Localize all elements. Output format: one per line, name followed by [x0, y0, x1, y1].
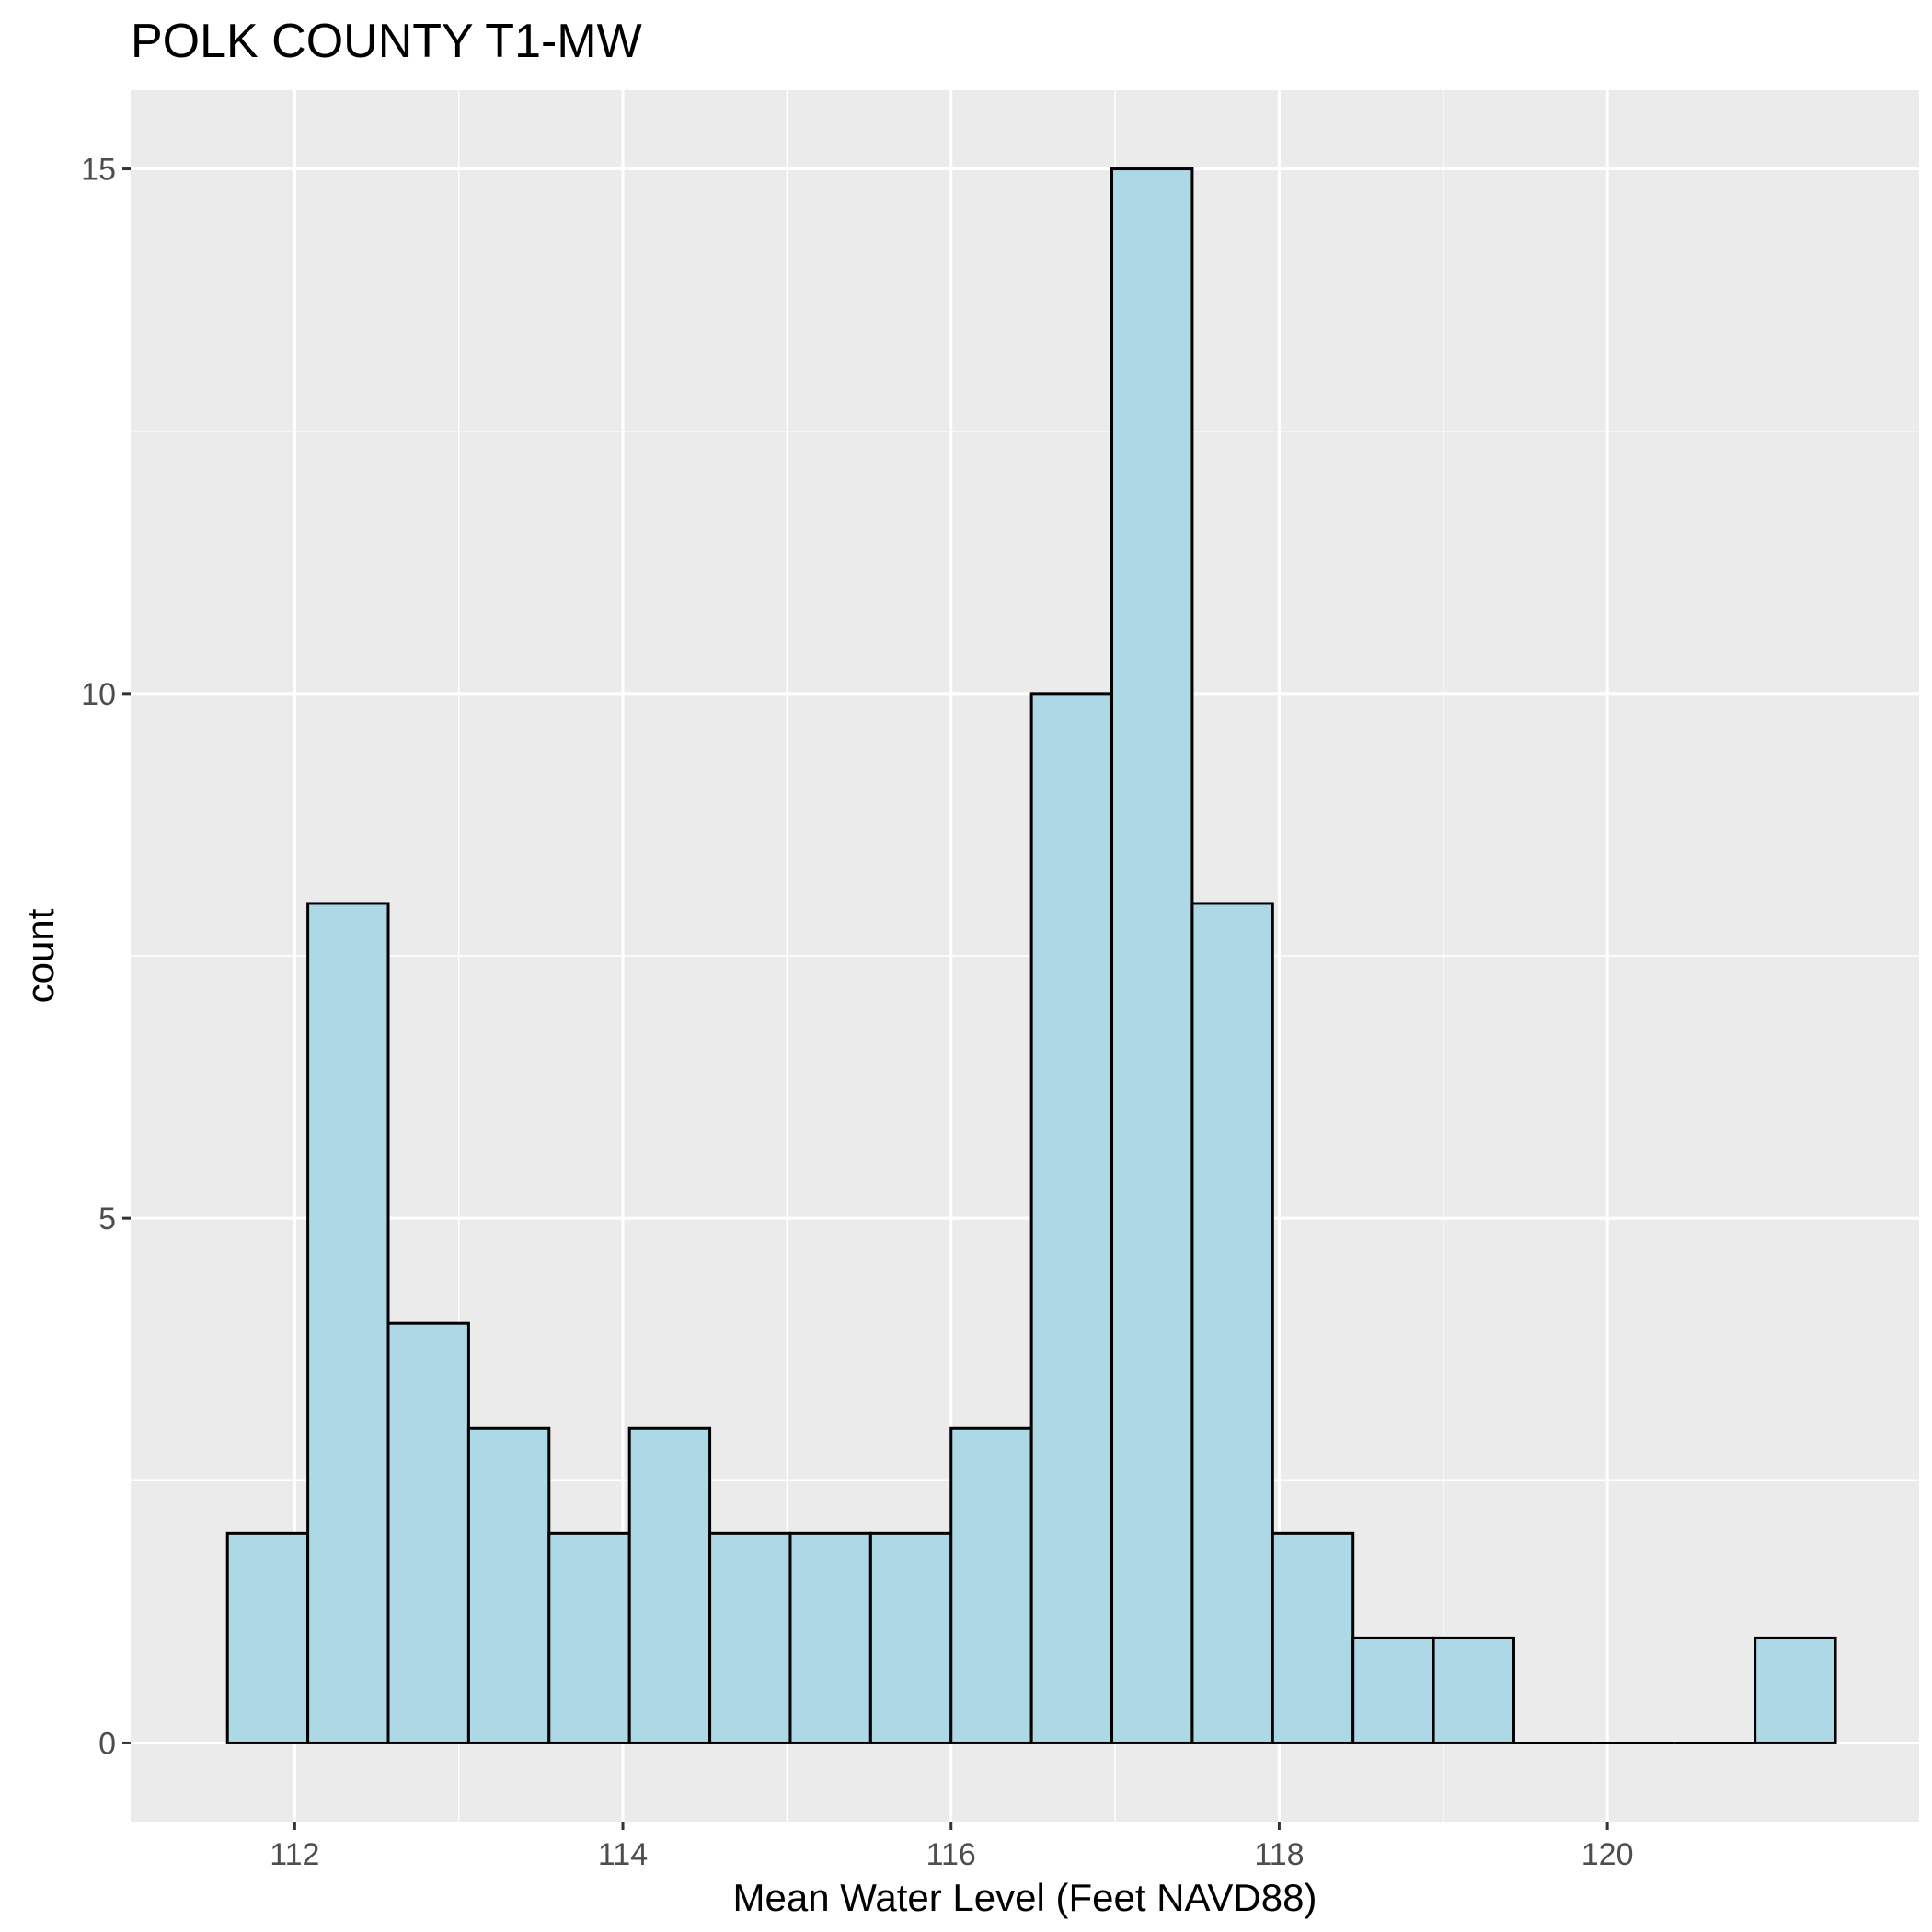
x-tick-label: 118 — [1254, 1837, 1304, 1872]
x-axis-title: Mean Water Level (Feet NAVD88) — [733, 1876, 1317, 1919]
y-tick-label: 15 — [81, 153, 116, 188]
histogram-bar — [547, 1531, 631, 1744]
histogram-bar — [225, 1531, 310, 1744]
histogram-bar — [386, 1321, 470, 1744]
y-tick-label: 5 — [98, 1202, 116, 1236]
histogram-bar — [306, 902, 390, 1744]
histogram-bar — [1351, 1636, 1435, 1744]
y-tick-label: 0 — [98, 1726, 116, 1761]
histogram-bar — [1754, 1636, 1837, 1744]
histogram-bar — [949, 1426, 1033, 1744]
histogram-bar — [868, 1531, 953, 1744]
histogram-bar — [1271, 1531, 1355, 1744]
x-axis: 112 114 116 118 120 — [270, 1822, 1634, 1872]
histogram-bar — [627, 1426, 712, 1744]
y-axis-title: count — [18, 908, 62, 1003]
y-axis: 0 5 10 15 — [81, 153, 131, 1761]
histogram-bars — [225, 167, 1837, 1744]
x-tick-label: 116 — [926, 1837, 976, 1872]
histogram-bar — [1432, 1636, 1515, 1744]
x-tick-label: 112 — [270, 1837, 319, 1872]
histogram-bar — [466, 1426, 551, 1744]
histogram-bar — [1029, 692, 1114, 1744]
x-tick-label: 120 — [1581, 1837, 1634, 1872]
histogram-bar — [1110, 167, 1194, 1744]
histogram-bar — [1190, 902, 1274, 1744]
y-tick-label: 10 — [81, 677, 116, 712]
chart-title: POLK COUNTY T1-MW — [131, 15, 642, 68]
histogram-bar — [708, 1531, 792, 1744]
histogram-bar — [788, 1531, 872, 1744]
x-tick-label: 114 — [598, 1837, 648, 1872]
